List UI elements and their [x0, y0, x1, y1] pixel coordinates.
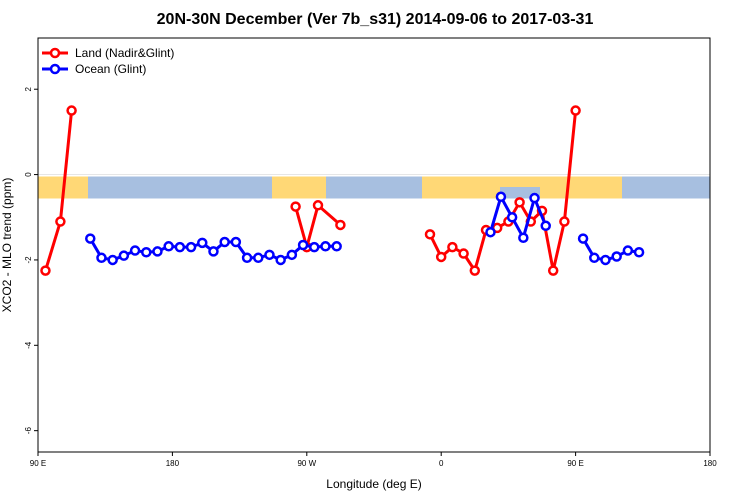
x-tick-label: 90 W — [297, 459, 316, 468]
data-point — [290, 201, 301, 212]
data-point — [230, 236, 242, 248]
data-point — [633, 247, 645, 258]
data-point — [85, 233, 96, 244]
y-tick-label: -4 — [24, 341, 33, 349]
x-axis-label: Longitude (deg E) — [326, 477, 421, 491]
data-point — [141, 247, 152, 258]
data-point — [40, 265, 51, 276]
y-tick-label: -6 — [24, 427, 33, 435]
data-point — [320, 241, 331, 252]
data-point — [540, 220, 551, 232]
y-tick-label: -2 — [24, 256, 33, 264]
data-point — [297, 239, 309, 251]
data-point — [335, 219, 346, 231]
data-point — [55, 216, 66, 227]
data-point — [435, 251, 447, 263]
x-tick-label: 0 — [439, 459, 444, 468]
chart-title: 20N-30N December (Ver 7b_s31) 2014-09-06… — [157, 11, 594, 28]
data-point — [96, 252, 107, 264]
data-point — [185, 241, 197, 253]
data-point — [424, 229, 436, 240]
data-point — [118, 250, 130, 261]
data-point — [309, 241, 320, 253]
y-tick-label: 0 — [24, 172, 33, 177]
data-point — [219, 236, 230, 248]
x-tick-label: 90 E — [30, 459, 46, 468]
data-point — [286, 249, 298, 261]
data-point — [447, 241, 458, 253]
x-tick-label: 180 — [703, 459, 717, 468]
series-layer — [40, 105, 645, 276]
data-point — [514, 197, 525, 208]
plot-frame — [37, 37, 711, 453]
legend: Land (Nadir&Glint) Ocean (Glint) — [42, 46, 174, 76]
x-tick-label: 90 E — [567, 459, 583, 468]
data-point — [264, 249, 275, 261]
data-point — [485, 226, 496, 238]
data-point — [174, 241, 186, 253]
series-ocean — [85, 191, 645, 266]
data-point — [66, 105, 77, 116]
data-point — [577, 233, 589, 244]
data-point — [312, 200, 324, 211]
y-tick-label: 2 — [24, 86, 33, 91]
data-point — [600, 254, 611, 266]
data-point — [547, 265, 559, 276]
series-line — [294, 202, 342, 253]
legend-label: Ocean (Glint) — [75, 62, 146, 76]
data-point — [495, 191, 507, 203]
data-point — [152, 246, 163, 257]
data-point — [570, 105, 581, 116]
data-point — [611, 251, 622, 262]
data-point — [241, 252, 253, 264]
data-point — [506, 212, 518, 223]
gulf-band — [500, 187, 540, 199]
legend-marker — [49, 63, 61, 75]
y-axis: 2 0 -2 -4 -6 — [24, 86, 38, 434]
data-point — [129, 245, 141, 256]
land-ocean-band — [38, 176, 710, 199]
data-point — [518, 232, 529, 243]
legend-label: Land (Nadir&Glint) — [75, 46, 174, 60]
data-point — [253, 252, 264, 264]
x-axis: 90 E 180 90 W 0 90 E 180 — [30, 452, 717, 468]
land-band-americas — [272, 176, 326, 199]
legend-marker — [49, 47, 61, 59]
data-point — [622, 245, 634, 256]
data-point — [458, 248, 469, 259]
series-land — [40, 105, 581, 276]
data-point — [559, 216, 570, 227]
data-point — [197, 237, 208, 249]
data-point — [529, 192, 540, 204]
data-point — [469, 265, 481, 276]
data-point — [275, 254, 286, 266]
x-tick-label: 180 — [166, 459, 180, 468]
data-point — [331, 241, 342, 252]
data-point — [107, 254, 118, 266]
y-axis-label: XCO2 - MLO trend (ppm) — [0, 178, 14, 313]
data-point — [589, 252, 600, 264]
data-point — [208, 246, 219, 257]
data-point — [163, 241, 174, 252]
